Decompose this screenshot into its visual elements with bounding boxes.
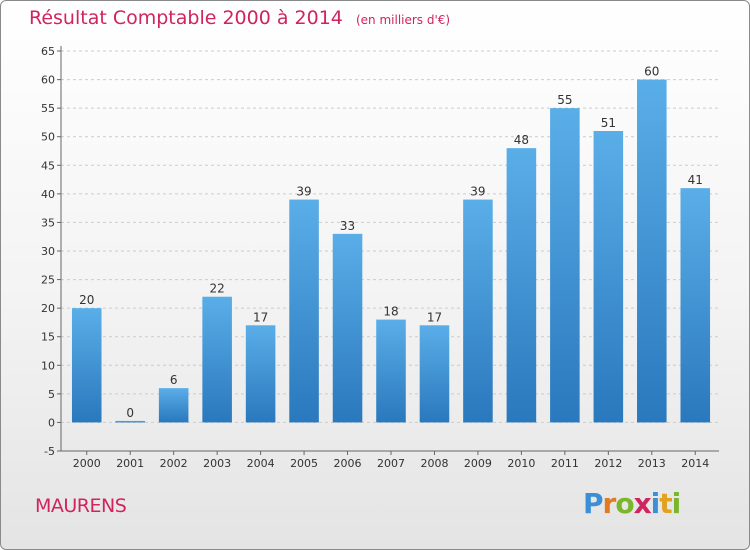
- x-tick-label: 2007: [377, 457, 405, 470]
- bar: [332, 233, 363, 423]
- data-label: 55: [557, 93, 572, 107]
- logo-letter: t: [659, 487, 672, 520]
- bar: [463, 199, 493, 423]
- x-tick-label: 2000: [73, 457, 101, 470]
- y-tick-label: 30: [41, 245, 55, 258]
- x-tick-label: 2004: [247, 457, 275, 470]
- y-tick-label: -5: [44, 445, 55, 458]
- logo-letter: P: [583, 487, 604, 520]
- x-tick-label: 2014: [681, 457, 709, 470]
- x-tick-label: 2005: [290, 457, 318, 470]
- bar: [245, 325, 276, 423]
- y-tick-label: 15: [41, 331, 55, 344]
- chart-title: Résultat Comptable 2000 à 2014: [29, 7, 343, 29]
- bar: [376, 319, 406, 423]
- bars: [71, 79, 711, 423]
- x-tick-label: 2013: [638, 457, 666, 470]
- bar: [550, 108, 580, 423]
- data-label: 0: [126, 406, 134, 420]
- x-tick-label: 2001: [116, 457, 144, 470]
- x-tick-label: 2006: [334, 457, 362, 470]
- data-label: 51: [601, 116, 616, 130]
- y-tick-label: 60: [41, 74, 55, 87]
- bar: [506, 148, 537, 423]
- logo-letter: i: [650, 487, 661, 520]
- proxiti-logo[interactable]: Proxiti: [583, 487, 682, 520]
- y-tick-label: 5: [48, 388, 55, 401]
- y-tick-label: 45: [41, 159, 55, 172]
- data-label: 33: [340, 219, 355, 233]
- y-tick-label: 20: [41, 302, 55, 315]
- y-tick-label: 0: [48, 416, 55, 429]
- data-labels: 20 0 6 22 17 39 33 18 17 39 48 55 51 60 41: [79, 65, 703, 420]
- logo-letter: x: [633, 487, 652, 520]
- data-label: 6: [170, 373, 178, 387]
- data-label: 48: [514, 133, 529, 147]
- x-tick-label: 2009: [464, 457, 492, 470]
- y-tick-label: 40: [41, 188, 55, 201]
- y-tick-label: 55: [41, 102, 55, 115]
- x-tick-label: 2002: [160, 457, 188, 470]
- bar: [115, 420, 145, 423]
- bar: [593, 131, 624, 423]
- x-tick-label: 2011: [551, 457, 579, 470]
- data-label: 18: [383, 305, 398, 319]
- y-tick-label: 25: [41, 274, 55, 287]
- logo-letter: r: [602, 487, 617, 520]
- logo-letter: i: [671, 487, 682, 520]
- data-label: 17: [253, 310, 268, 324]
- title-row: Résultat Comptable 2000 à 2014 (en milli…: [29, 7, 450, 29]
- data-label: 39: [470, 185, 485, 199]
- logo-letter: o: [615, 487, 634, 520]
- data-label: 60: [644, 65, 659, 79]
- chart-subtitle: (en milliers d'€): [355, 13, 451, 27]
- bar: [289, 199, 319, 423]
- data-label: 39: [296, 185, 311, 199]
- y-tick-label: 10: [41, 359, 55, 372]
- data-label: 17: [427, 310, 442, 324]
- x-tick-label: 2012: [594, 457, 622, 470]
- bar: [680, 188, 711, 423]
- x-tick-label: 2010: [507, 457, 535, 470]
- bar: [71, 308, 102, 423]
- x-tick-label: 2008: [420, 457, 448, 470]
- bar: [158, 388, 189, 423]
- bar: [419, 325, 450, 423]
- bar: [202, 296, 232, 423]
- bar: [637, 79, 667, 423]
- data-label: 22: [209, 282, 224, 296]
- data-label: 41: [688, 173, 703, 187]
- commune-name: MAURENS: [35, 495, 127, 517]
- y-tick-label: 50: [41, 131, 55, 144]
- x-tick-label: 2003: [203, 457, 231, 470]
- data-label: 20: [79, 293, 94, 307]
- y-tick-label: 35: [41, 216, 55, 229]
- y-tick-label: 65: [41, 45, 55, 58]
